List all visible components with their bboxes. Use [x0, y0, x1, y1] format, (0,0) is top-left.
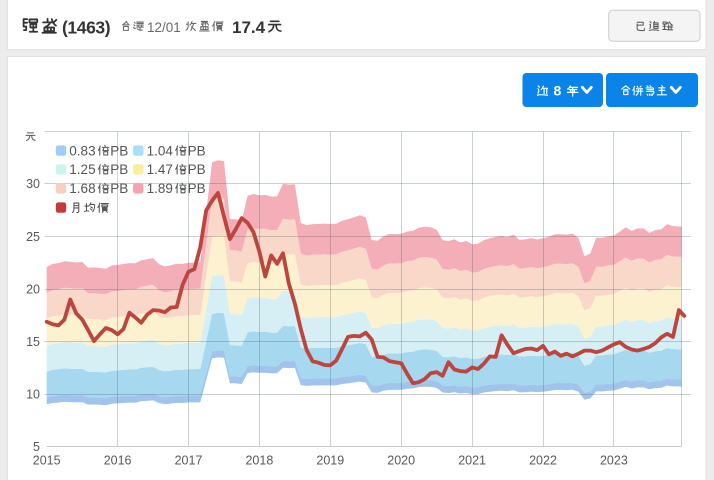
svg-text:PB: PB: [188, 143, 206, 158]
svg-text:2017: 2017: [175, 454, 203, 468]
svg-text:PB: PB: [110, 162, 128, 177]
svg-text:1.47: 1.47: [147, 162, 173, 177]
svg-text:2020: 2020: [387, 454, 415, 468]
svg-text:1.68: 1.68: [69, 181, 95, 196]
svg-text:1.25: 1.25: [69, 162, 95, 177]
svg-text:(1463): (1463): [62, 18, 110, 38]
svg-text:1.89: 1.89: [147, 181, 173, 196]
svg-text:30: 30: [26, 177, 40, 191]
svg-text:PB: PB: [188, 181, 206, 196]
svg-text:2018: 2018: [245, 454, 273, 468]
svg-text:5: 5: [33, 440, 40, 454]
svg-text:20: 20: [26, 282, 40, 296]
svg-text:PB: PB: [188, 162, 206, 177]
svg-text:PB: PB: [110, 143, 128, 158]
svg-text:15: 15: [26, 335, 40, 349]
svg-text:2023: 2023: [600, 454, 628, 468]
svg-text:10: 10: [26, 388, 40, 402]
svg-text:2021: 2021: [458, 454, 486, 468]
svg-text:2019: 2019: [316, 454, 344, 468]
svg-text:1.04: 1.04: [147, 143, 174, 158]
svg-text:PB: PB: [110, 181, 128, 196]
svg-text:0.83: 0.83: [69, 143, 95, 158]
svg-text:25: 25: [26, 230, 40, 244]
svg-text:2016: 2016: [104, 454, 132, 468]
svg-text:8: 8: [554, 83, 562, 99]
svg-text:2022: 2022: [529, 454, 557, 468]
svg-text:2015: 2015: [33, 454, 61, 468]
svg-text:17.4: 17.4: [232, 18, 266, 37]
svg-text:12/01: 12/01: [147, 20, 181, 35]
